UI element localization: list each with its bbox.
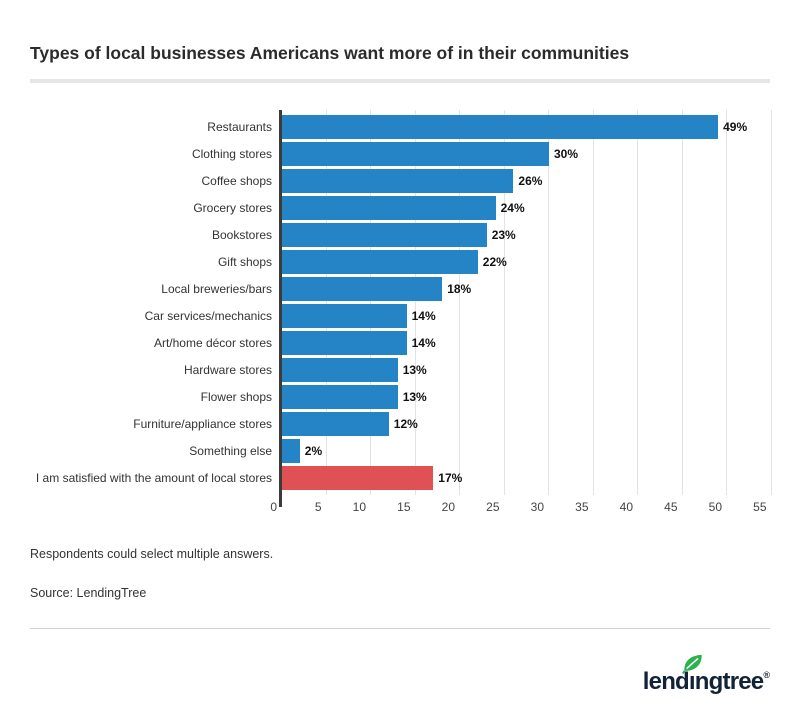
x-axis-tick-label: 20 — [441, 500, 455, 514]
bar — [282, 331, 407, 355]
x-axis-tick-label: 55 — [753, 500, 767, 514]
category-label: Coffee shops — [201, 174, 273, 188]
footnote-source: Source: LendingTree — [30, 586, 147, 600]
category-label: Car services/mechanics — [144, 309, 272, 323]
grid-line — [503, 110, 505, 495]
logo-letter-i: ı — [681, 654, 702, 694]
category-label: Restaurants — [207, 120, 272, 134]
bar — [282, 358, 398, 382]
x-axis-tick-label: 0 — [270, 500, 277, 514]
grid-line — [459, 110, 460, 495]
category-label: I am satisfied with the amount of local … — [35, 471, 272, 485]
bar — [282, 385, 398, 409]
value-label: 14% — [411, 336, 436, 350]
x-axis-tick-label: 45 — [664, 500, 678, 514]
bar — [282, 466, 434, 490]
bar — [282, 304, 407, 328]
grid-line — [548, 110, 549, 495]
category-label: Grocery stores — [193, 201, 272, 215]
value-label: 17% — [438, 471, 463, 485]
bar — [282, 142, 549, 166]
value-label: 12% — [393, 417, 418, 431]
footnote-note: Respondents could select multiple answer… — [30, 547, 274, 561]
value-label: 26% — [518, 174, 543, 188]
registered-mark: ® — [763, 670, 770, 680]
title-divider — [30, 79, 770, 83]
grid-line — [770, 110, 772, 495]
x-axis-tick-label: 30 — [530, 500, 544, 514]
grid-line — [325, 110, 327, 495]
grid-line — [414, 110, 416, 495]
category-label: Local breweries/bars — [161, 282, 272, 296]
value-label: 13% — [402, 363, 427, 377]
logo-text-left: lend — [642, 668, 690, 695]
grid-line — [681, 110, 683, 495]
bar — [282, 169, 514, 193]
category-label: Flower shops — [200, 390, 272, 404]
x-axis-tick-label: 35 — [575, 500, 589, 514]
value-label: 2% — [304, 444, 323, 458]
bar — [282, 115, 719, 139]
x-axis-tick-label: 15 — [397, 500, 411, 514]
x-axis-tick-label: 10 — [352, 500, 366, 514]
grid-line — [370, 110, 371, 495]
bar — [282, 439, 300, 463]
x-axis-tick-label: 25 — [486, 500, 500, 514]
logo-text-right: ngtree — [694, 668, 764, 695]
x-axis-tick-label: 5 — [314, 500, 322, 514]
value-label: 22% — [482, 255, 507, 269]
bar-chart: 0 5 10 15 20 25 30 35 40 45 50 55 Restaurants 49% Clot… — [0, 110, 800, 520]
grid-line — [592, 110, 594, 495]
bar — [282, 223, 487, 247]
bar — [282, 250, 478, 274]
category-label: Bookstores — [211, 228, 272, 242]
value-label: 30% — [554, 147, 579, 161]
category-label: Gift shops — [217, 255, 272, 269]
logo-row: lendı ngtree® — [0, 643, 800, 694]
x-axis-tick-label: 50 — [708, 500, 722, 514]
value-label: 49% — [723, 120, 748, 134]
value-label: 18% — [447, 282, 472, 296]
footer-divider — [30, 628, 770, 629]
category-label: Art/home décor stores — [153, 336, 272, 350]
category-label: Clothing stores — [191, 147, 272, 161]
bar — [282, 412, 389, 436]
category-label: Hardware stores — [183, 363, 272, 377]
value-label: 14% — [411, 309, 436, 323]
grid-line — [637, 110, 638, 495]
bar — [282, 196, 496, 220]
leaf-icon — [681, 654, 702, 674]
value-label: 24% — [500, 201, 525, 215]
x-axis-tick-label: 40 — [619, 500, 633, 514]
value-label: 23% — [491, 228, 516, 242]
lendingtree-logo: lendı ngtree® — [643, 643, 770, 694]
value-label: 13% — [402, 390, 427, 404]
y-axis-line — [279, 110, 282, 507]
grid-line — [726, 110, 727, 495]
category-label: Something else — [189, 444, 272, 458]
bar — [282, 277, 443, 301]
chart-title: Types of local businesses Americans want… — [30, 43, 630, 63]
category-label: Furniture/appliance stores — [133, 417, 272, 431]
